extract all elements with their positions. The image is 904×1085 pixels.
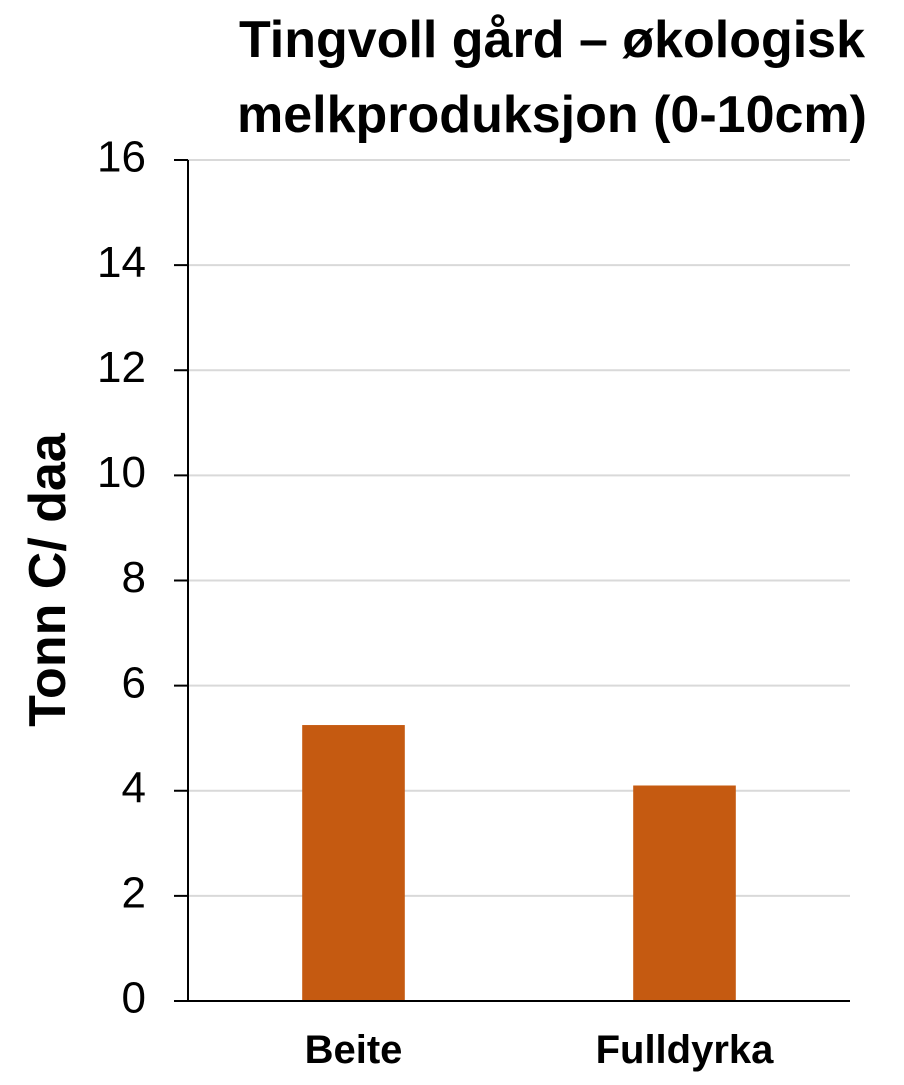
y-tick-label: 14	[97, 238, 146, 287]
y-tick-label: 4	[122, 763, 146, 812]
x-category-label: Beite	[305, 1028, 403, 1072]
x-category-label: Fulldyrka	[596, 1028, 775, 1072]
y-tick-label: 12	[97, 343, 146, 392]
bar-fulldyrka	[633, 785, 736, 1001]
y-tick-label: 8	[122, 553, 146, 602]
chart-title-line-2: melkproduksjon (0-10cm)	[237, 86, 867, 144]
y-tick-label: 2	[122, 869, 146, 918]
y-tick-label: 0	[122, 974, 146, 1023]
y-tick-label: 6	[122, 658, 146, 707]
y-tick-label: 10	[97, 448, 146, 497]
chart-title-line-1: Tingvoll gård – økologisk	[238, 11, 866, 69]
bar-beite	[302, 725, 405, 1001]
y-tick-label: 16	[97, 133, 146, 182]
